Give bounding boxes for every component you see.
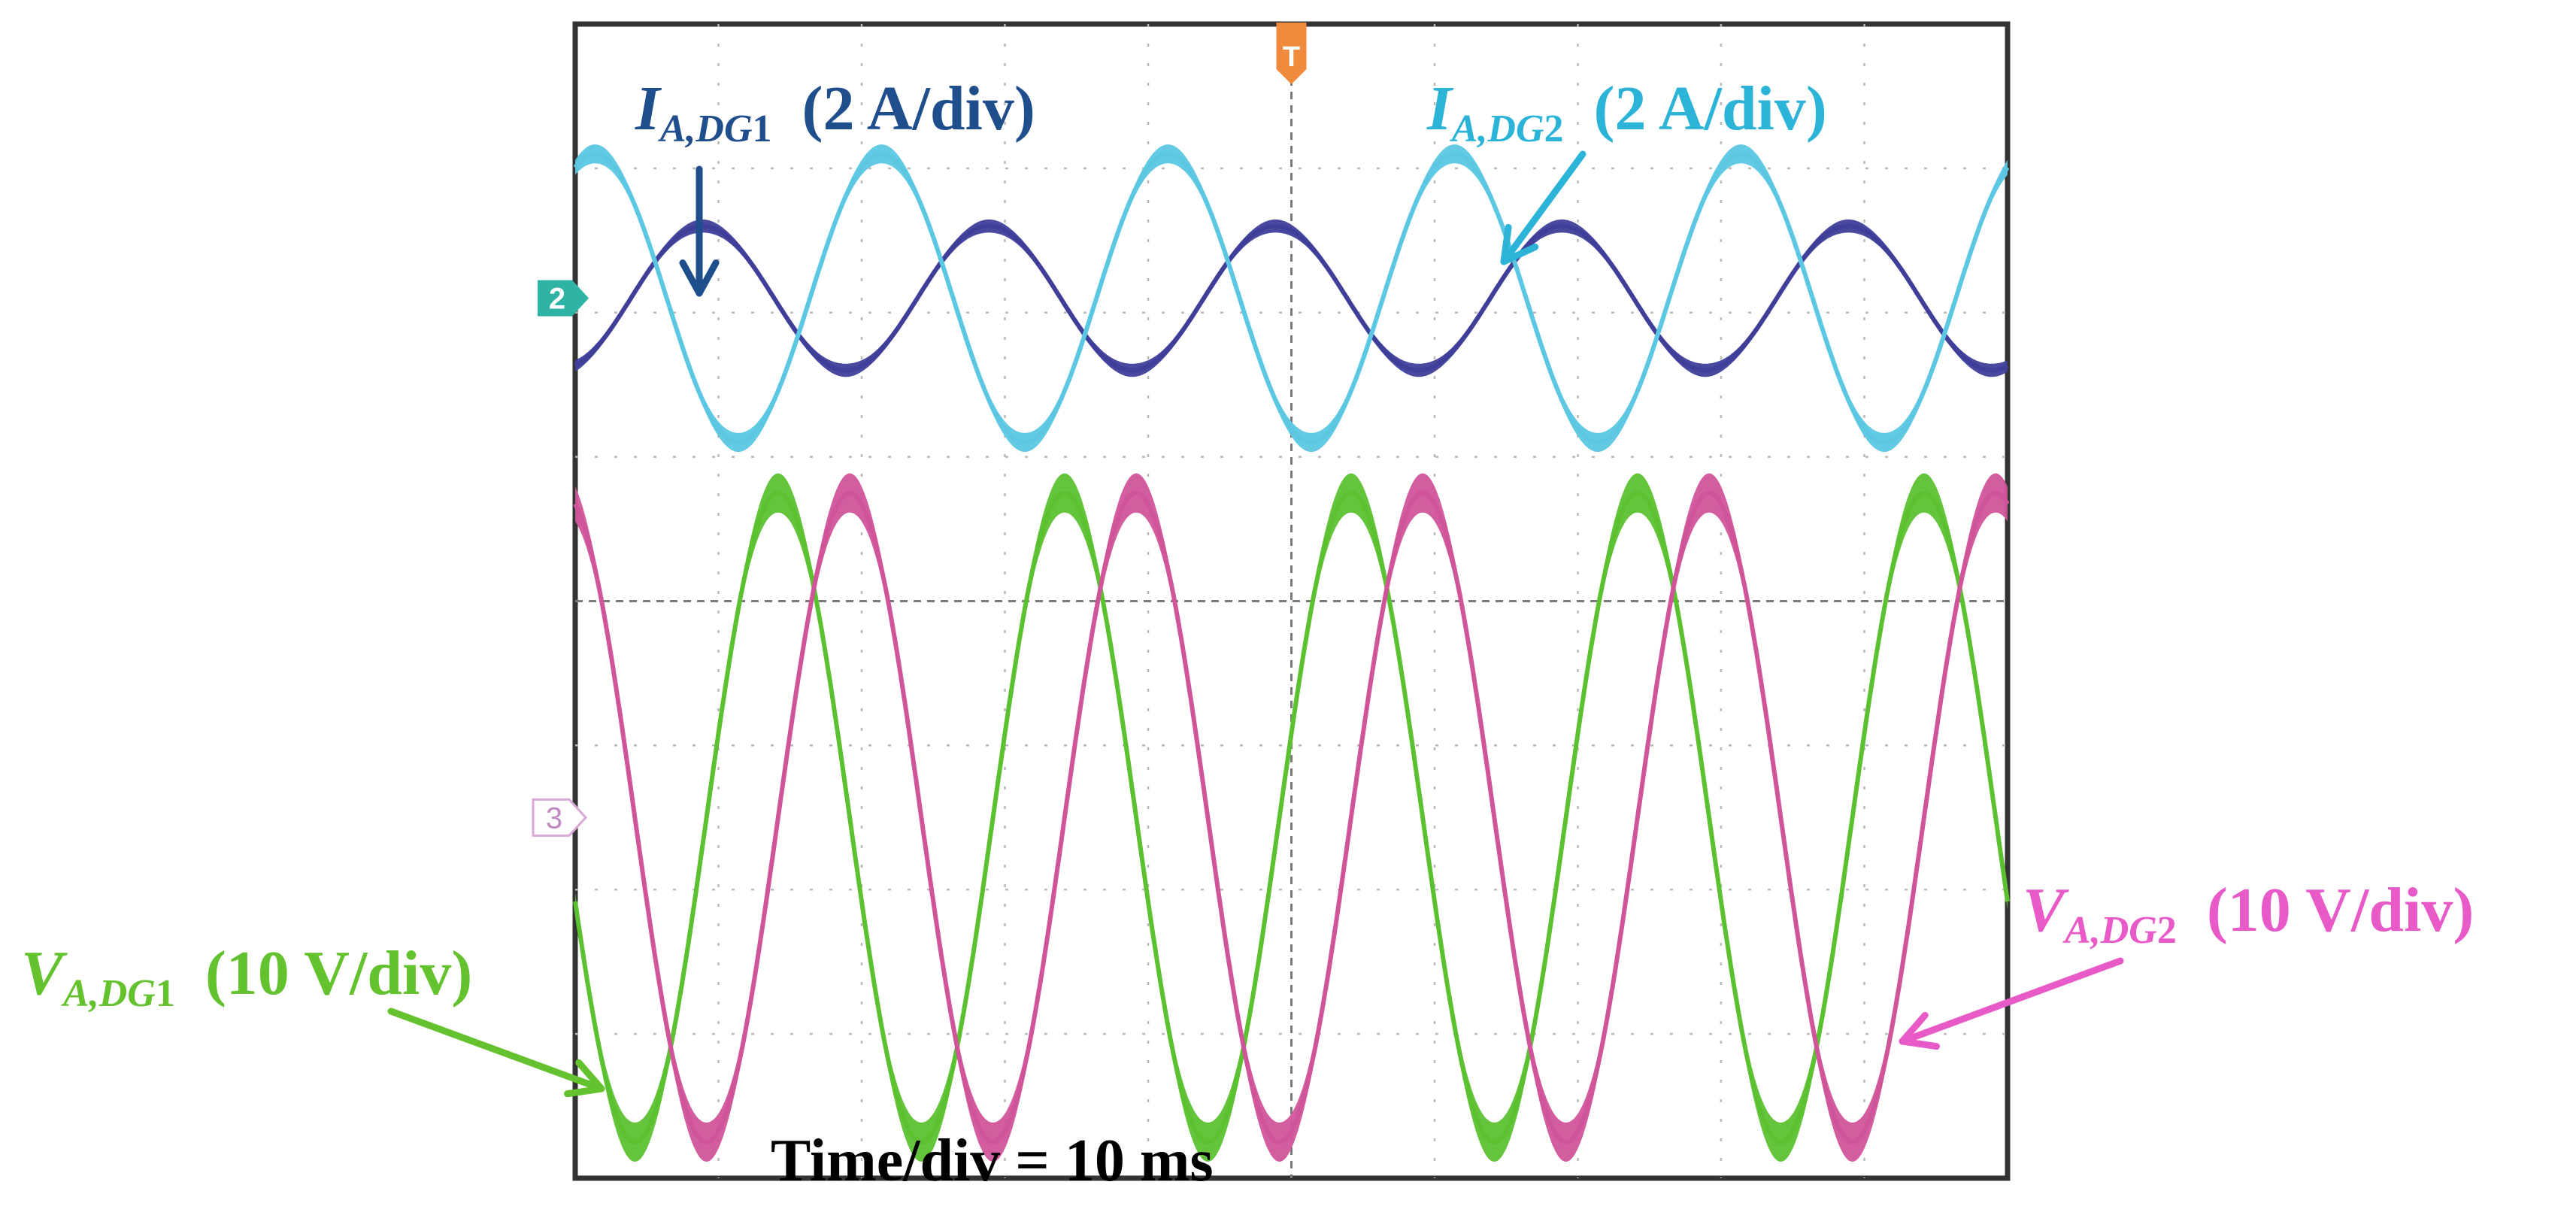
arrow-i-dg1 [679, 165, 720, 297]
trace-v-a-dg2 [573, 473, 2010, 1162]
trigger-marker-shape [1276, 23, 1307, 84]
label-v-dg2-scale: (10 V/div) [2207, 875, 2474, 945]
annotation-arrows [387, 150, 2124, 1098]
label-i-dg2-sub: A,DG [1450, 108, 1544, 150]
arrow-shaft [387, 1008, 605, 1092]
label-i-dg2-scale: (2 A/div) [1594, 74, 1827, 144]
label-v-dg2-main: V [2023, 875, 2069, 945]
label-v-dg1-main: V [21, 938, 68, 1008]
trigger-marker-label: T [1283, 41, 1300, 73]
label-i-dg1-main: I [635, 74, 662, 144]
label-i-dg2-main: I [1426, 74, 1454, 144]
label-i-dg2-num: 2 [1544, 108, 1564, 150]
time-per-div-label: Time/div = 10 ms [771, 1128, 1214, 1194]
channel-2-marker-label: 2 [549, 283, 565, 316]
label-v-dg2-sub: A,DG [2062, 909, 2157, 952]
label-v-dg1: VA,DG1 (10 V/div) [21, 938, 472, 1015]
label-i-dg1-num: 1 [753, 108, 772, 150]
arrow-shaft [1899, 957, 2124, 1045]
label-v-dg1-sub: A,DG [61, 972, 156, 1015]
arrow-shaft [1500, 150, 1587, 265]
trace-i-a-dg2 [573, 144, 2010, 452]
arrow-head [679, 259, 720, 297]
label-i-dg1: IA,DG1 (2 A/div) [635, 74, 1035, 150]
arrow-head [1899, 1011, 1941, 1050]
label-v-dg1-scale: (10 V/div) [205, 938, 472, 1008]
scope-traces [573, 144, 2010, 1162]
arrow-head [563, 1059, 605, 1098]
label-v-dg2-num: 2 [2157, 909, 2177, 952]
trace-band [575, 219, 2008, 377]
trace-i-a-dg1 [574, 219, 2009, 377]
channel-2-marker: 2 [538, 280, 589, 317]
trace-line [573, 151, 2010, 445]
arrow-v-dg1 [387, 1008, 605, 1098]
label-i-dg1-scale: (2 A/div) [802, 74, 1035, 144]
trigger-marker: T [1276, 23, 1307, 84]
channel-3-marker-label: 3 [546, 801, 562, 835]
trace-line [573, 490, 2010, 1144]
channel-3-marker: 3 [532, 798, 588, 837]
arrow-head [1500, 223, 1539, 265]
channel-2-marker-shape [538, 280, 589, 317]
channel-3-marker-shape [532, 798, 588, 837]
label-i-dg2: IA,DG2 (2 A/div) [1426, 74, 1827, 150]
arrow-i-dg2 [1500, 150, 1587, 265]
trace-line [574, 223, 2009, 373]
label-i-dg1-sub: A,DG [658, 108, 753, 150]
arrow-v-dg2 [1899, 957, 2124, 1050]
scope-markers: T 2 3 [532, 23, 1307, 837]
label-v-dg2: VA,DG2 (10 V/div) [2023, 875, 2474, 952]
label-v-dg1-num: 1 [156, 972, 175, 1015]
